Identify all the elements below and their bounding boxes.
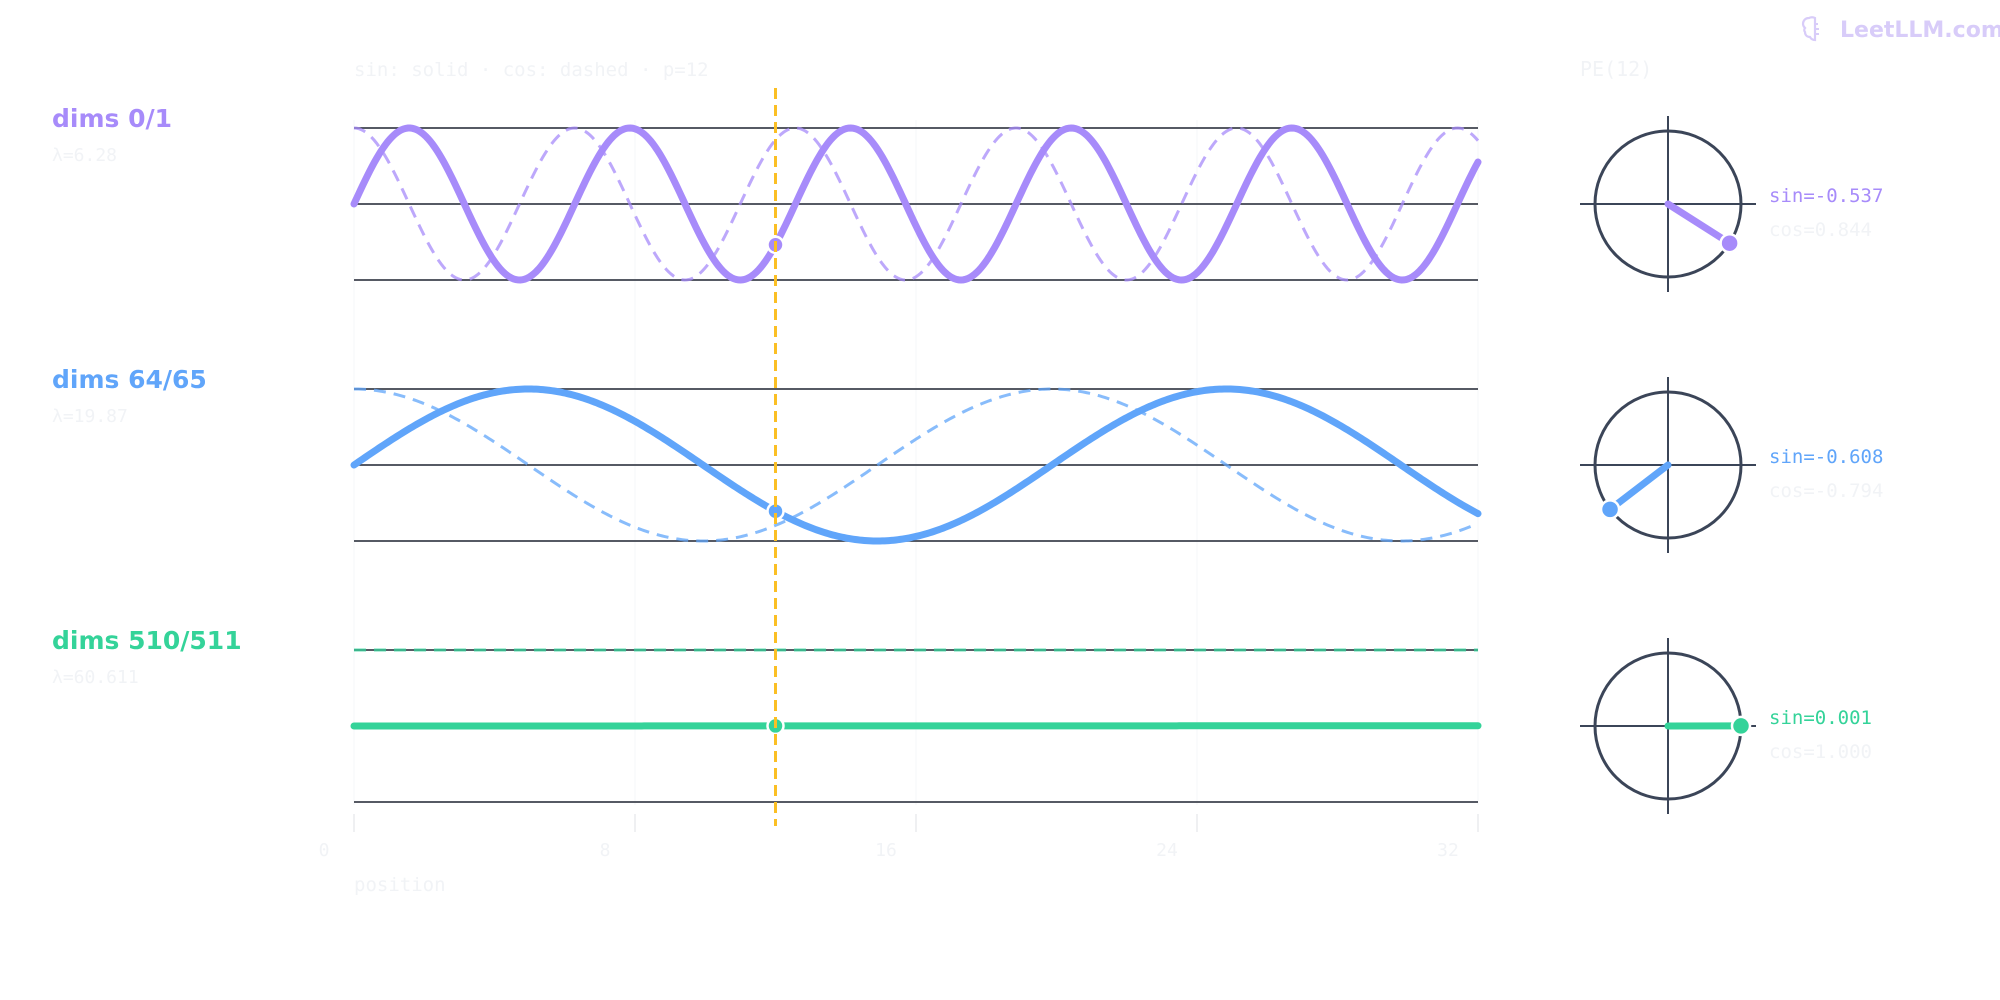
row-wavelength: λ=19.87 <box>52 406 128 427</box>
row-0: dims 0/1 λ=6.28 sin=-0.537 cos=0.844 <box>52 104 1883 292</box>
rows: dims 0/1 λ=6.28 sin=-0.537 cos=0.844 dims 64… <box>52 104 1883 814</box>
row-label: dims 0/1 <box>52 104 172 133</box>
sin-value-label: sin=0.001 <box>1769 707 1872 729</box>
row-label: dims 510/511 <box>52 626 242 655</box>
circle-point <box>1719 232 1740 254</box>
x-axis: 0 8 16 24 32 <box>319 814 1479 861</box>
vertical-gridlines <box>353 120 1479 805</box>
unit-circle-0: sin=-0.537 cos=0.844 <box>1580 116 1883 292</box>
x-tick-label: 0 <box>319 840 330 861</box>
row-1: dims 64/65 λ=19.87 sin=-0.608 cos=-0.794 <box>52 365 1883 553</box>
sin-value-label: sin=-0.537 <box>1769 185 1883 207</box>
legend-text: sin: solid · cos: dashed · p=12 <box>354 59 709 81</box>
brand[interactable]: LeetLLM.com <box>1801 16 2000 43</box>
circle-ring <box>1593 129 1743 279</box>
unit-circle-2: sin=0.001 cos=1.000 <box>1580 638 1872 814</box>
brand-text: LeetLLM.com <box>1840 18 2000 43</box>
circle-vector <box>1606 461 1672 513</box>
cos-value-label: cos=-0.794 <box>1769 480 1883 502</box>
cos-value-label: cos=1.000 <box>1769 741 1872 763</box>
sin-value-label: sin=-0.608 <box>1769 446 1883 468</box>
cos-curve <box>353 126 1480 282</box>
cos-curve <box>353 387 1479 543</box>
sin-curve <box>350 385 1482 545</box>
row-label: dims 64/65 <box>52 365 207 394</box>
brain-icon <box>1801 16 1819 42</box>
circle-point <box>1599 499 1621 520</box>
x-axis-label: position <box>354 874 446 896</box>
x-tick-label: 8 <box>600 840 611 861</box>
circle-point <box>1730 715 1752 737</box>
x-tick-label: 24 <box>1156 840 1178 861</box>
pe-label: PE(12) <box>1580 57 1652 81</box>
unit-circle-1: sin=-0.608 cos=-0.794 <box>1580 377 1883 553</box>
row-2: dims 510/511 λ=60.611 sin=0.001 cos=1.000 <box>52 626 1872 814</box>
row-wavelength: λ=60.611 <box>52 667 139 688</box>
x-tick-label: 16 <box>875 840 897 861</box>
row-wavelength: λ=6.28 <box>52 145 117 166</box>
sin-curve <box>350 124 1482 284</box>
x-tick-label: 32 <box>1437 840 1459 861</box>
circle-vector <box>1664 200 1734 247</box>
cos-value-label: cos=0.844 <box>1769 219 1872 241</box>
circle-ring <box>1593 390 1743 540</box>
